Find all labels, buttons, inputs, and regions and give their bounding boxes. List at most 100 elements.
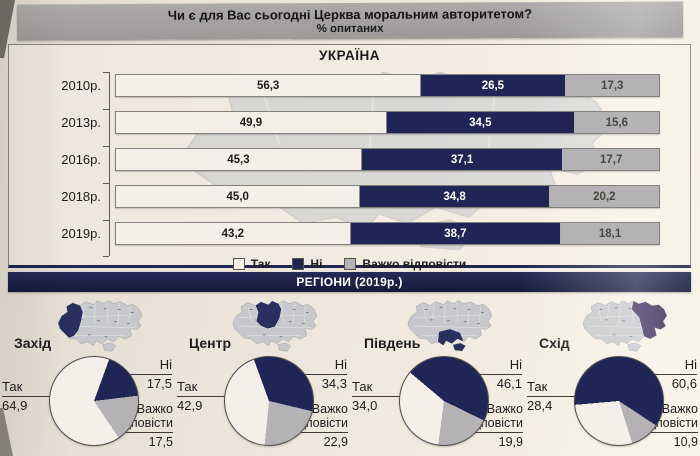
bar-segment-yes: 45,3 [116,149,362,170]
bar-segment-no: 34,8 [360,186,549,207]
bar-value-label: 37,1 [450,153,474,166]
pie-callout-value: 10,9 [673,434,698,449]
legend-item: Важко відповісти [344,257,466,271]
legend: Так Ні Важко відповісти [9,257,690,271]
chart-subtitle: % опитаних [316,22,384,36]
legend-swatch [344,258,357,270]
axis-line [103,72,110,257]
pie-center [224,356,314,446]
axis-tick [103,109,109,110]
regions-band-label: РЕГІОНИ (2019р.) [296,275,403,289]
stacked-bar: 56,3 26,5 17,3 [115,74,660,97]
pie-callout-label: Ні [295,357,347,375]
pie-callout-yes: Так 64,9 [2,379,54,414]
stacked-bar: 45,3 37,1 17,7 [115,148,660,171]
legend-swatch [232,258,245,270]
title-band: Чи є для Вас сьогодні Церква моральним а… [16,1,684,41]
pie-callout-value: 60,6 [671,375,697,391]
pie-callout-label: Так [527,379,579,397]
stacked-bar: 43,2 38,7 18,1 [115,222,660,245]
bar-value-label: 34,5 [469,116,492,129]
pie-callout-label: Ні [470,357,522,375]
stacked-bar: 45,0 34,8 20,2 [115,185,660,208]
year-label: 2010р. [61,78,101,93]
legend-label: Ні [310,257,323,271]
pie-callout-no: Ні 17,5 [120,357,172,392]
bar-row: 2018р. 45,0 34,8 20,2 [19,178,660,215]
bar-row: 2013р. 49,9 34,5 15,6 [19,104,660,141]
pie-callout-yes: Так 34,0 [352,379,404,414]
region-west: Захід Так 64,9 Ні 17,5 Важко відповісти 17,5 [0,294,175,456]
bar-segment-hard: 17,7 [562,149,659,170]
axis-tick [103,72,109,73]
regions-band: РЕГІОНИ (2019р.) [8,272,691,292]
region-map-east [582,300,668,352]
pie-callout-value: 34,0 [352,397,378,413]
bar-value-label: 49,9 [239,116,263,129]
pie-callout-value: 28,4 [527,397,553,413]
chart-title: Чи є для Вас сьогодні Церква моральним а… [167,6,533,23]
pie-callout-value: 19,9 [498,434,523,449]
bar-value-label: 15,6 [605,116,628,129]
axis-tick [103,220,109,221]
regions-row: Захід Так 64,9 Ні 17,5 Важко відповісти 17,5 Цен… [0,294,700,456]
pie-callout-no: Ні 34,3 [295,357,347,392]
legend-item: Так [232,257,271,271]
bar-segment-hard: 18,1 [560,223,659,244]
year-label: 2019р. [61,226,101,241]
region-map-center [232,300,318,352]
pie-callout-no: Ні 46,1 [470,357,522,392]
pie-callout-label: Так [2,379,54,397]
bar-segment-yes: 49,9 [116,112,387,133]
region-south: Південь Так 34,0 Ні 46,1 Важко відповісти 19,9 [350,294,525,456]
pie-callout-value: 22,9 [323,434,348,449]
pie-callout-value: 42,9 [177,397,203,413]
bar-segment-no: 26,5 [421,75,565,96]
bar-segment-yes: 43,2 [116,223,351,244]
pie-callout-value: 34,3 [321,375,347,391]
bar-segment-hard: 17,3 [564,75,659,96]
bar-row: 2010р. 56,3 26,5 17,3 [19,67,660,104]
bar-row: 2016р. 45,3 37,1 17,7 [19,141,660,178]
bar-value-label: 43,2 [221,227,245,240]
legend-item: Ні [292,257,322,271]
pie-callout-label: Так [352,379,404,397]
bar-value-label: 18,1 [598,227,622,240]
pie-callout-no: Ні 60,6 [645,357,697,392]
stacked-bar: 49,9 34,5 15,6 [115,111,660,134]
region-name: Центр [189,335,232,351]
bar-value-label: 45,0 [226,190,249,203]
pie-callout-value: 17,5 [146,375,172,391]
pie-callout-label: Ні [645,357,697,375]
region-name: Схід [539,335,570,351]
ukraine-panel: УКРАЇНА 2010р. 56,3 26,5 17,3 2013р. 49,9 34,5… [8,44,691,271]
pie-callout-value: 46,1 [496,375,522,391]
bar-row: 2019р. 43,2 38,7 18,1 [19,215,660,252]
bar-value-label: 45,3 [227,153,250,166]
bar-value-label: 26,5 [481,79,505,92]
pie-callout-yes: Так 42,9 [177,379,229,414]
year-label: 2013р. [61,115,101,130]
bar-segment-no: 37,1 [361,149,563,170]
year-label: 2016р. [61,152,101,167]
pie-south [399,356,489,446]
bar-segment-hard: 15,6 [573,112,659,133]
pie-callout-label: Так [177,379,229,397]
bar-value-label: 17,3 [601,79,624,92]
bar-value-label: 34,8 [443,190,466,203]
region-name: Захід [14,335,52,351]
legend-label: Так [250,257,271,271]
bar-segment-yes: 45,0 [116,186,361,207]
region-map-west [57,300,143,352]
region-name: Південь [364,335,421,351]
bar-value-label: 20,2 [593,190,616,203]
bar-segment-no: 34,5 [386,112,574,133]
bar-value-label: 56,3 [256,79,280,92]
axis-tick [103,146,109,147]
region-map-south [407,300,493,352]
year-label: 2018р. [61,189,101,204]
legend-label: Важко відповісти [362,257,467,271]
bar-segment-yes: 56,3 [116,75,422,96]
axis-tick [103,183,109,184]
